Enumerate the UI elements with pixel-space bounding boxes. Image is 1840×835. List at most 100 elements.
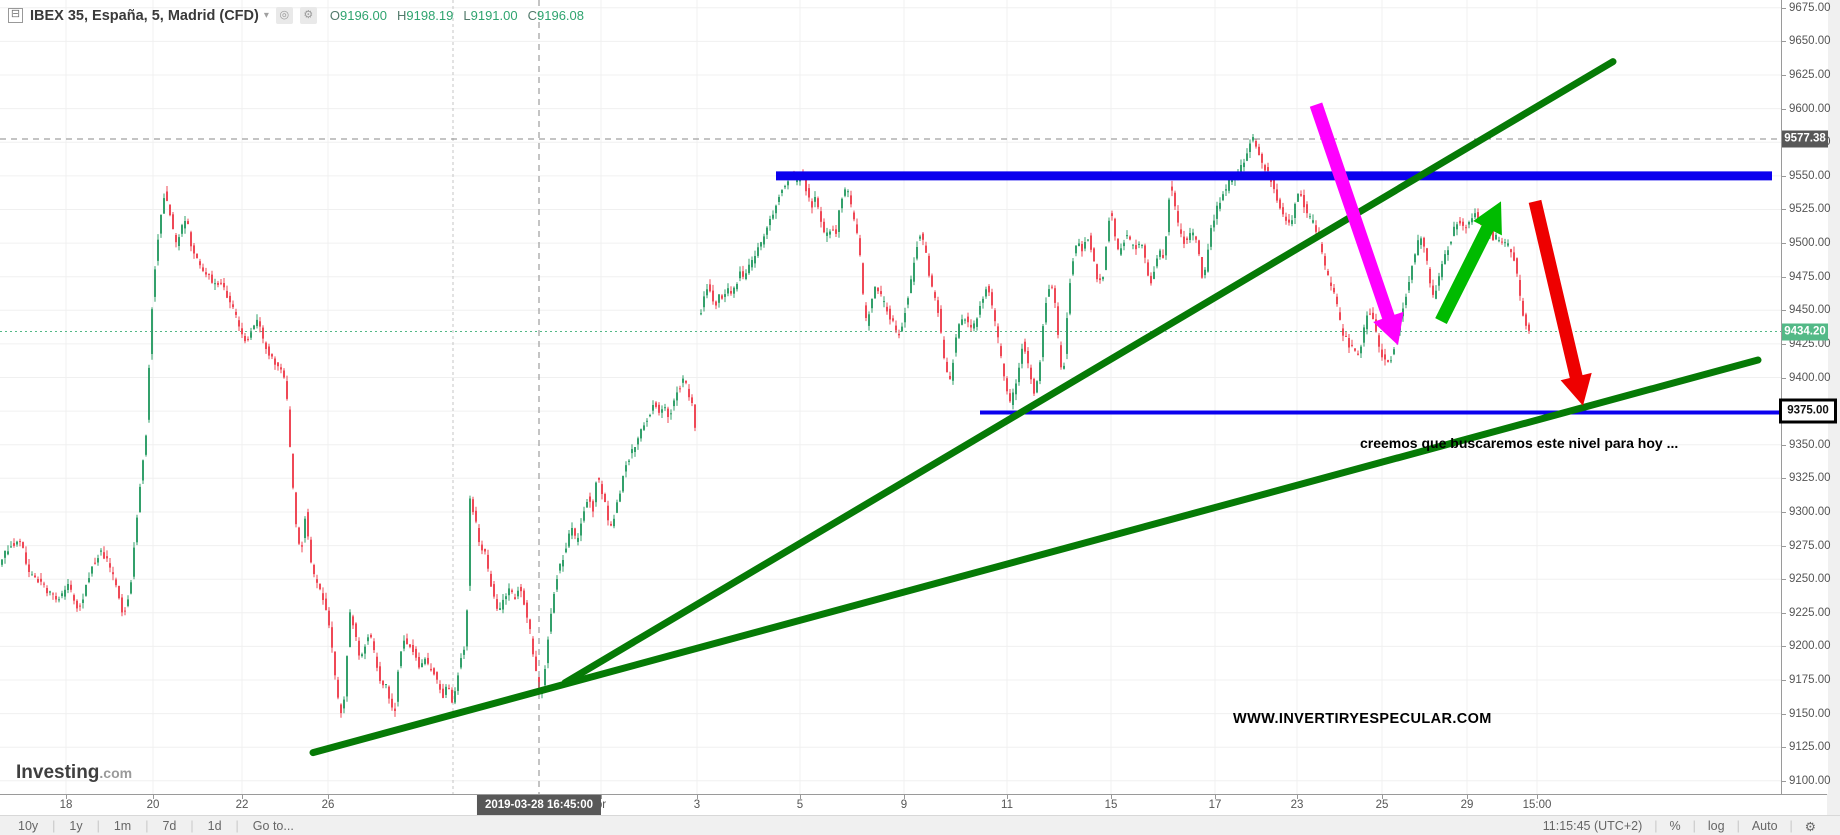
candle-series[interactable] bbox=[1, 134, 1530, 718]
auto-scale-button[interactable]: Auto bbox=[1751, 819, 1778, 833]
trendline-steep[interactable] bbox=[561, 58, 1617, 687]
price-axis-label: 9125.00 bbox=[1789, 741, 1831, 754]
clock-readout[interactable]: 11:15:45 (UTC+2) bbox=[1542, 819, 1643, 833]
price-axis-label: 9225.00 bbox=[1789, 606, 1831, 619]
price-axis[interactable]: 9577.38 9434.20 9375.00 9675.00 9650.00 96… bbox=[1779, 0, 1837, 794]
price-axis-label: 9100.00 bbox=[1789, 774, 1831, 787]
time-axis-tick bbox=[1215, 795, 1216, 799]
price-axis-label: 9675.00 bbox=[1789, 1, 1831, 14]
time-axis-tick bbox=[1382, 795, 1383, 799]
price-axis-tick bbox=[1782, 7, 1786, 9]
price-axis-tick bbox=[1782, 243, 1786, 245]
magenta-arrow[interactable] bbox=[1309, 102, 1404, 346]
separator: | bbox=[1692, 819, 1696, 833]
price-axis-tick bbox=[1782, 108, 1786, 110]
range-1y-button[interactable]: 1y bbox=[69, 819, 83, 833]
time-axis-label: 18 bbox=[59, 799, 73, 811]
price-axis-label: 9650.00 bbox=[1789, 35, 1831, 48]
time-axis-tick bbox=[1007, 795, 1008, 799]
time-axis-label: 5 bbox=[796, 799, 804, 811]
time-axis[interactable]: 2019-03-28 16:45:00 18202226br3591115172… bbox=[0, 794, 1827, 816]
time-axis-tick bbox=[601, 795, 602, 799]
price-axis-tick bbox=[1782, 511, 1786, 513]
time-axis-label: 22 bbox=[235, 799, 249, 811]
time-axis-tick bbox=[1297, 795, 1298, 799]
green-arrow[interactable] bbox=[1435, 201, 1502, 324]
red-arrow[interactable] bbox=[1528, 199, 1592, 406]
boxed-level-badge[interactable]: 9375.00 bbox=[1779, 398, 1837, 424]
price-axis-tick bbox=[1782, 713, 1786, 715]
price-axis-label: 9600.00 bbox=[1789, 102, 1831, 115]
percent-scale-button[interactable]: % bbox=[1669, 819, 1681, 833]
price-axis-label: 9275.00 bbox=[1789, 539, 1831, 552]
high-value: H9198.19 bbox=[396, 8, 454, 23]
price-axis-tick bbox=[1782, 780, 1786, 782]
price-axis-tick bbox=[1782, 747, 1786, 749]
chart-canvas[interactable] bbox=[0, 0, 1781, 794]
investing-logo[interactable]: Investing.com bbox=[16, 762, 132, 784]
time-axis-label: 11 bbox=[1001, 799, 1013, 811]
price-axis-label: 9325.00 bbox=[1789, 472, 1831, 485]
price-axis-tick bbox=[1782, 75, 1786, 77]
price-axis-label: 9525.00 bbox=[1789, 203, 1831, 216]
chart-header: ⊟ IBEX 35, España, 5, Madrid (CFD) ▾ ◎ ⚙… bbox=[8, 7, 584, 24]
collapse-icon[interactable]: ⊟ bbox=[8, 8, 23, 23]
range-10y-button[interactable]: 10y bbox=[18, 819, 39, 833]
annotation-note[interactable]: creemos que buscaremos este nivel para h… bbox=[1360, 435, 1679, 451]
price-axis-label: 9200.00 bbox=[1789, 640, 1831, 653]
crosshair-price-badge: 9577.38 bbox=[1782, 130, 1828, 148]
price-axis-label: 9400.00 bbox=[1789, 371, 1831, 384]
price-axis-tick bbox=[1782, 579, 1786, 581]
time-axis-label: 25 bbox=[1375, 799, 1389, 811]
candlestick-chart[interactable] bbox=[0, 0, 1781, 794]
range-1m-button[interactable]: 1m bbox=[113, 819, 132, 833]
price-axis-label: 9425.00 bbox=[1789, 337, 1831, 350]
time-axis-tick bbox=[904, 795, 905, 799]
low-value: L9191.00 bbox=[463, 8, 518, 23]
symbol-title[interactable]: IBEX 35, España, 5, Madrid (CFD) bbox=[30, 7, 259, 24]
price-axis-label: 9300.00 bbox=[1789, 505, 1831, 518]
gear-icon[interactable]: ⚙ bbox=[299, 7, 317, 24]
price-axis-tick bbox=[1782, 478, 1786, 480]
price-axis-label: 9150.00 bbox=[1789, 707, 1831, 720]
time-axis-tick bbox=[242, 795, 243, 799]
axis-settings-buttons: 11:15:45 (UTC+2) | % | log | Auto | ⚙ bbox=[1543, 816, 1816, 835]
open-value: O9196.00 bbox=[329, 8, 387, 23]
separator: | bbox=[235, 819, 239, 833]
range-1d-button[interactable]: 1d bbox=[207, 819, 222, 833]
time-axis-label: 29 bbox=[1460, 799, 1474, 811]
price-axis-label: 9175.00 bbox=[1789, 674, 1831, 686]
close-value: C9196.08 bbox=[527, 8, 584, 23]
time-axis-label: 23 bbox=[1290, 799, 1304, 811]
time-axis-label: 15 bbox=[1104, 799, 1118, 811]
time-axis-tick bbox=[328, 795, 329, 799]
circle-icon[interactable]: ◎ bbox=[275, 7, 293, 24]
separator: | bbox=[190, 819, 194, 833]
separator: | bbox=[145, 819, 149, 833]
price-axis-label: 9625.00 bbox=[1789, 69, 1831, 82]
range-7d-button[interactable]: 7d bbox=[162, 819, 177, 833]
separator: | bbox=[1789, 819, 1793, 833]
trendline-shallow[interactable] bbox=[309, 356, 1762, 757]
goto-button[interactable]: Go to... bbox=[252, 819, 294, 833]
settings-gear-icon[interactable]: ⚙ bbox=[1804, 819, 1816, 834]
price-axis-label: 9450.00 bbox=[1789, 304, 1831, 317]
time-axis-tick bbox=[153, 795, 154, 799]
range-buttons: 10y | 1y | 1m | 7d | 1d | Go to... bbox=[18, 816, 294, 835]
separator: | bbox=[52, 819, 56, 833]
time-axis-tick bbox=[697, 795, 698, 799]
price-axis-tick bbox=[1782, 612, 1786, 614]
chevron-down-icon[interactable]: ▾ bbox=[263, 10, 269, 21]
price-axis-tick bbox=[1782, 41, 1786, 43]
separator: | bbox=[1654, 819, 1658, 833]
time-axis-label: 9 bbox=[900, 799, 908, 811]
price-axis-tick bbox=[1782, 209, 1786, 211]
time-axis-tick bbox=[1537, 795, 1538, 799]
log-scale-button[interactable]: log bbox=[1707, 819, 1725, 833]
time-axis-label: 26 bbox=[321, 799, 335, 811]
logo-name: Investing bbox=[16, 762, 100, 783]
price-axis-tick bbox=[1782, 377, 1786, 379]
time-axis-label: 15:00 bbox=[1522, 799, 1552, 811]
crosshair-time-badge: 2019-03-28 16:45:00 bbox=[476, 795, 602, 816]
